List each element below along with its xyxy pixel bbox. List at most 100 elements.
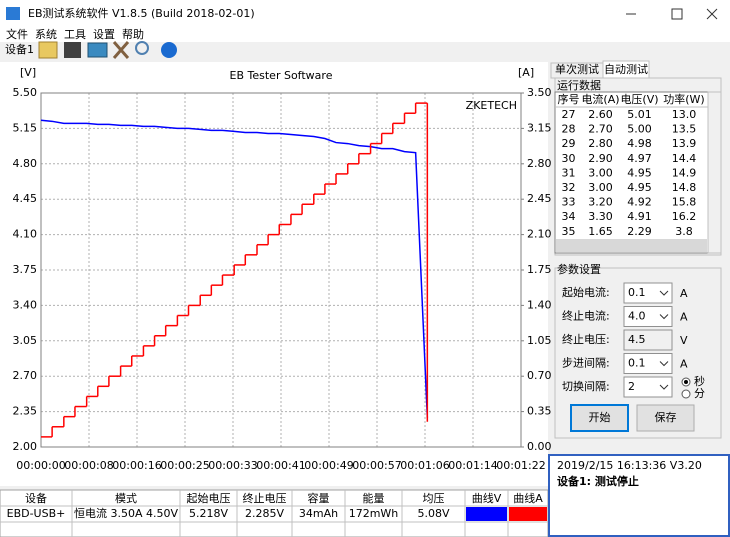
y2-tick-label: 3.50 [527,86,552,99]
y-unit: [V] [20,66,36,79]
x-tick-label: 00:00:16 [112,459,161,472]
menu-item: 设置 [93,28,115,41]
voltage-line [40,119,429,418]
column-header: 曲线A [513,491,543,505]
summary-cell: 5.218V [189,507,228,520]
table-cell: 15.8 [672,196,697,209]
table-empty-area [556,239,707,252]
y2-tick-label: 1.75 [527,263,552,276]
button-label: 开始 [589,410,611,424]
device-selector: 设备1 [5,42,34,56]
menu-item: 工具 [64,28,86,41]
dropdown-arrow[interactable] [659,384,669,390]
field-value: 2 [628,380,635,393]
input-box[interactable] [623,306,673,327]
button[interactable] [570,404,629,432]
table-cell: 2.29 [627,225,652,238]
input-box[interactable] [623,353,673,374]
save-icon[interactable] [64,42,81,58]
button[interactable] [636,404,695,432]
dropdown-arrow[interactable] [659,314,669,320]
y2-tick-label: 1.40 [527,298,552,311]
table-cell: 14.8 [672,181,697,194]
input-box[interactable] [623,282,673,304]
y-tick-label: 3.05 [13,334,38,347]
field-unit: A [680,311,688,324]
summary-cell: 172mWh [349,507,399,520]
y2-tick-label: 3.15 [527,121,552,134]
table-cell: 3.00 [588,166,613,179]
info-icon[interactable] [161,42,177,58]
field-value: 0.1 [628,286,646,299]
input-box[interactable] [623,376,673,398]
table-cell: 5.00 [627,123,652,136]
maximize-button[interactable] [671,8,683,20]
dropdown-arrow[interactable] [659,361,669,367]
tools-icon[interactable] [112,41,130,59]
y-tick-label: 4.80 [13,157,38,170]
table-cell: 35 [562,225,576,238]
title-bar [0,0,730,28]
open-icon[interactable] [38,41,58,59]
x-tick-label: 00:01:14 [448,459,497,472]
table-cell: 3.8 [675,225,693,238]
status-state: 设备1: 测试停止 [557,474,639,488]
chart-panel [0,62,548,486]
button-label: 保存 [655,410,677,424]
table-cell: 13.0 [672,108,697,121]
window-title: EB测试系统软件 V1.8.5 (Build 2018-02-01) [28,6,255,20]
x-tick-label: 00:00:41 [256,459,305,472]
toolbar-icons [38,41,177,59]
table-cell: 4.91 [627,210,652,223]
summary-cell: 恒电流 3.50A 4.50V [74,506,179,520]
table-cell: 14.4 [672,152,697,165]
search-icon[interactable] [135,41,149,55]
table-cell: 5.01 [627,108,652,121]
y-tick-label: 4.45 [13,192,38,205]
table-cell: 27 [562,108,576,121]
radio-button[interactable] [681,389,691,399]
scrollbar[interactable] [707,91,722,254]
tab[interactable] [602,60,650,79]
y-tick-label: 5.50 [13,86,38,99]
group-title: 参数设置 [557,262,601,276]
close-button[interactable] [706,8,718,20]
table-cell: 1.65 [588,225,613,238]
table-cell: 2.60 [588,108,613,121]
field-label: 步进间隔: [562,357,610,370]
y-tick-label: 2.00 [13,440,38,453]
summary-cell: 34mAh [299,507,338,520]
curve-swatch[interactable] [466,507,507,521]
y-tick-label: 2.35 [13,405,38,418]
column-header: 均压 [423,492,445,505]
radio-label: 秒 [694,374,705,388]
table-cell: 29 [562,137,576,150]
radio-label: 分 [694,387,705,400]
y2-tick-label: 2.10 [527,228,552,241]
dropdown-arrow[interactable] [659,290,669,296]
column-header: 设备 [25,491,47,505]
menu-item: 系统 [35,28,57,41]
table-cell: 32 [562,181,576,194]
input-box[interactable] [623,329,673,351]
curve-swatch[interactable] [509,507,547,521]
run-data-table [554,91,709,254]
table-cell: 2.90 [588,152,613,165]
column-header: 容量 [308,491,330,505]
column-header: 序号 [558,92,580,106]
table-cell: 3.20 [588,196,613,209]
chart-icon[interactable] [87,42,108,58]
status-time: 2019/2/15 16:13:36 V3.20 [557,459,702,472]
table-cell: 13.5 [672,123,697,136]
field-unit: A [680,358,688,371]
field-value: 0.1 [628,357,646,370]
column-header: 能量 [363,491,385,505]
y-tick-label: 4.10 [13,228,38,241]
summary-cell: 2.285V [245,507,284,520]
y2-tick-label: 0.70 [527,369,552,382]
x-tick-label: 00:00:57 [352,459,401,472]
field-value: 4.0 [628,310,646,323]
table-cell: 30 [562,152,576,165]
table-cell: 3.30 [588,210,613,223]
